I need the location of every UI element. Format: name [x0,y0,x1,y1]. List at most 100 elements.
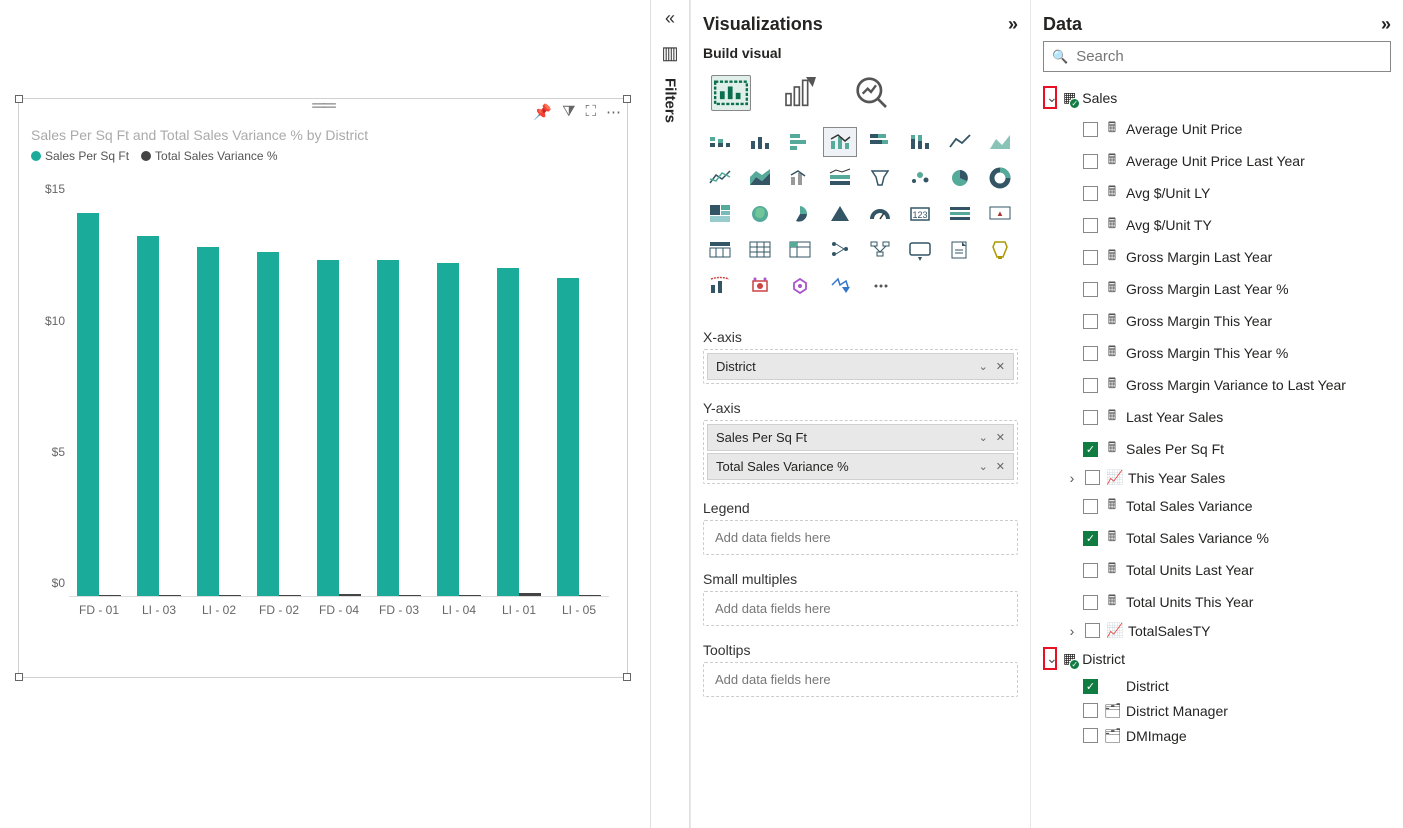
focus-icon[interactable]: ⛶ [585,103,596,121]
visual-type-cell[interactable] [743,271,777,301]
field-chip[interactable]: Total Sales Variance %⌄✕ [707,453,1014,480]
remove-icon[interactable]: ✕ [996,460,1005,473]
field-row[interactable]: 🖩Total Sales Variance [1043,490,1391,522]
bar-series2[interactable] [159,595,181,596]
resize-handle-tl[interactable] [15,95,23,103]
field-row[interactable]: 🖩Gross Margin Last Year % [1043,273,1391,305]
field-checkbox[interactable] [1083,250,1098,265]
field-checkbox[interactable] [1083,728,1098,743]
field-chip[interactable]: Sales Per Sq Ft⌄✕ [707,424,1014,451]
visual-type-cell[interactable] [983,127,1017,157]
field-row[interactable]: 🖩Avg $/Unit LY [1043,177,1391,209]
field-row[interactable]: 🖩Total Units This Year [1043,586,1391,618]
legend-well[interactable]: Add data fields here [703,520,1018,555]
field-row[interactable]: 🖩Average Unit Price [1043,113,1391,145]
field-row[interactable]: 🖩Total Units Last Year [1043,554,1391,586]
visual-type-cell[interactable] [943,163,977,193]
chevron-down-icon[interactable]: ⌄ [979,360,988,373]
bar-series2[interactable] [459,595,481,596]
more-icon[interactable]: ⋯ [606,103,621,121]
visual-type-cell[interactable] [823,235,857,265]
visual-type-cell[interactable] [823,199,857,229]
pin-icon[interactable]: 📌 [533,103,552,121]
visual-type-cell[interactable] [823,271,857,301]
bar-series1[interactable] [317,260,339,596]
visual-type-cell[interactable]: ▲ [983,199,1017,229]
visual-type-cell[interactable] [903,163,937,193]
field-checkbox[interactable] [1083,595,1098,610]
field-checkbox[interactable] [1083,410,1098,425]
bar-series2[interactable] [99,595,121,596]
field-checkbox[interactable] [1085,623,1100,638]
visual-type-cell[interactable] [863,271,897,301]
table-header[interactable]: ⌄▦✓Sales [1043,82,1391,113]
visual-type-cell[interactable] [703,199,737,229]
expand-icon[interactable]: » [1381,14,1391,35]
bar-series1[interactable] [137,236,159,596]
chevron-right-icon[interactable]: › [1065,470,1079,486]
remove-icon[interactable]: ✕ [996,431,1005,444]
field-row[interactable]: 🖩Gross Margin Variance to Last Year [1043,369,1391,401]
field-checkbox[interactable] [1083,378,1098,393]
remove-icon[interactable]: ✕ [996,360,1005,373]
tooltips-well[interactable]: Add data fields here [703,662,1018,697]
chevron-down-icon[interactable]: ⌄ [979,460,988,473]
visual-type-cell[interactable] [783,235,817,265]
field-checkbox[interactable] [1083,346,1098,361]
chevron-down-icon[interactable]: ⌄ [1043,647,1057,670]
bar-series2[interactable] [339,594,361,596]
bar-series2[interactable] [219,595,241,596]
visual-type-cell[interactable] [943,199,977,229]
visual-type-cell[interactable] [823,163,857,193]
visual-type-cell[interactable] [743,163,777,193]
small-multiples-well[interactable]: Add data fields here [703,591,1018,626]
visual-type-cell[interactable] [783,271,817,301]
filters-icon[interactable]: ▥ [661,43,678,64]
visual-type-cell[interactable] [783,199,817,229]
field-checkbox[interactable] [1083,218,1098,233]
field-row[interactable]: ›📈TotalSalesTY [1043,618,1391,643]
field-row[interactable]: 🗂District Manager [1043,698,1391,723]
field-checkbox[interactable] [1083,154,1098,169]
bar-series1[interactable] [77,213,99,596]
visual-type-cell[interactable] [863,235,897,265]
bar-series1[interactable] [257,252,279,596]
table-header[interactable]: ⌄▦✓District [1043,643,1391,674]
visual-type-cell[interactable] [943,235,977,265]
field-checkbox[interactable] [1083,186,1098,201]
visual-type-cell[interactable] [903,235,937,265]
field-row[interactable]: 🖩Gross Margin This Year % [1043,337,1391,369]
visual-type-cell[interactable] [743,127,777,157]
chart-visual[interactable]: ══ 📌 ⧩ ⛶ ⋯ Sales Per Sq Ft and Total Sal… [18,98,628,678]
visual-type-cell[interactable] [863,127,897,157]
filters-label[interactable]: Filters [662,78,679,123]
bar-series2[interactable] [279,595,301,596]
chevron-down-icon[interactable]: ⌄ [1043,86,1057,109]
visual-type-cell[interactable] [703,163,737,193]
visual-type-cell[interactable] [703,271,737,301]
bar-series1[interactable] [377,260,399,596]
field-row[interactable]: 🖩Gross Margin Last Year [1043,241,1391,273]
visual-type-cell[interactable] [823,127,857,157]
bar-series1[interactable] [497,268,519,596]
bar-series2[interactable] [519,593,541,596]
visual-type-cell[interactable] [863,163,897,193]
field-row[interactable]: 🖩Last Year Sales [1043,401,1391,433]
chevron-down-icon[interactable]: ⌄ [979,431,988,444]
bar-series1[interactable] [557,278,579,596]
visual-type-cell[interactable] [863,199,897,229]
drag-handle-icon[interactable]: ══ [312,102,334,108]
visual-type-cell[interactable] [983,235,1017,265]
search-input[interactable] [1076,48,1382,65]
visual-type-cell[interactable] [703,127,737,157]
visual-type-cell[interactable] [903,127,937,157]
field-checkbox[interactable] [1083,314,1098,329]
xaxis-well[interactable]: District⌄✕ [703,349,1018,384]
visual-type-cell[interactable]: 123 [903,199,937,229]
resize-handle-tr[interactable] [623,95,631,103]
field-checkbox[interactable] [1083,563,1098,578]
field-checkbox[interactable]: ✓ [1083,442,1098,457]
field-checkbox[interactable] [1085,470,1100,485]
resize-handle-bl[interactable] [15,673,23,681]
bar-series1[interactable] [197,247,219,596]
